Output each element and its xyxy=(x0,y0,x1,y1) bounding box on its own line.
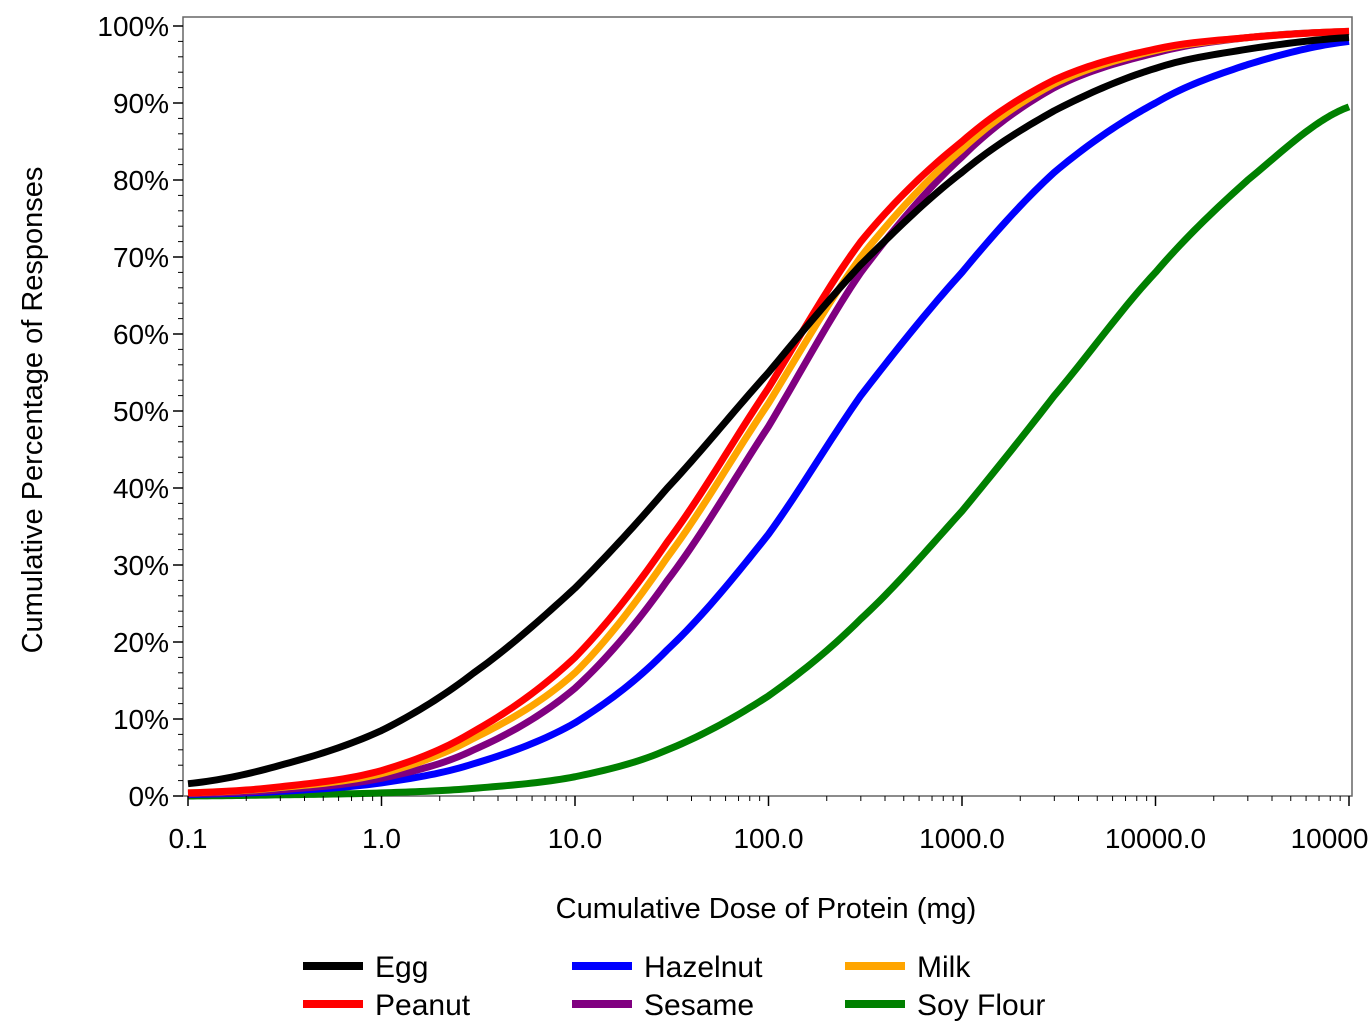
y-tick-label: 20% xyxy=(113,627,169,658)
y-tick-label: 40% xyxy=(113,473,169,504)
x-tick-label: 1.0 xyxy=(362,823,401,854)
x-tick-label: 100.0 xyxy=(733,823,803,854)
y-tick-label: 50% xyxy=(113,396,169,427)
y-tick-label: 70% xyxy=(113,242,169,273)
y-tick-label: 80% xyxy=(113,165,169,196)
x-tick-label: 10000.0 xyxy=(1105,823,1206,854)
series-lines xyxy=(187,27,1351,800)
y-tick-label: 0% xyxy=(129,781,169,812)
legend-label-soy-flour: Soy Flour xyxy=(917,989,1045,1022)
series-line-soy-flour xyxy=(187,103,1351,800)
legend-label-hazelnut: Hazelnut xyxy=(644,951,763,984)
legend-label-milk: Milk xyxy=(917,951,971,984)
legend-label-egg: Egg xyxy=(375,951,428,984)
y-axis-title: Cumulative Percentage of Responses xyxy=(17,167,49,654)
y-tick-label: 90% xyxy=(113,88,169,119)
y-tick-label: 60% xyxy=(113,319,169,350)
series-line-egg xyxy=(187,34,1350,788)
x-tick-label: 0.1 xyxy=(169,823,208,854)
y-tick-label: 10% xyxy=(113,704,169,735)
y-tick-label: 100% xyxy=(97,11,169,42)
axes: 0% 10% 20% 30% 40% 50% 60% 70% 80% 90% 100% 0.1 1.0 1… xyxy=(97,11,1369,854)
x-tick-label: 100000.0 xyxy=(1291,823,1369,854)
legend-label-peanut: Peanut xyxy=(375,989,471,1022)
x-axis-title: Cumulative Dose of Protein (mg) xyxy=(556,893,977,925)
x-tick-label: 1000.0 xyxy=(919,823,1005,854)
series-line-peanut xyxy=(187,27,1350,797)
y-tick-label: 30% xyxy=(113,550,169,581)
legend-label-sesame: Sesame xyxy=(644,989,754,1022)
x-tick-label: 10.0 xyxy=(548,823,603,854)
legend: Egg Hazelnut Milk Peanut Sesame Soy Flour xyxy=(303,951,1045,1022)
series-line-hazelnut xyxy=(187,37,1350,798)
